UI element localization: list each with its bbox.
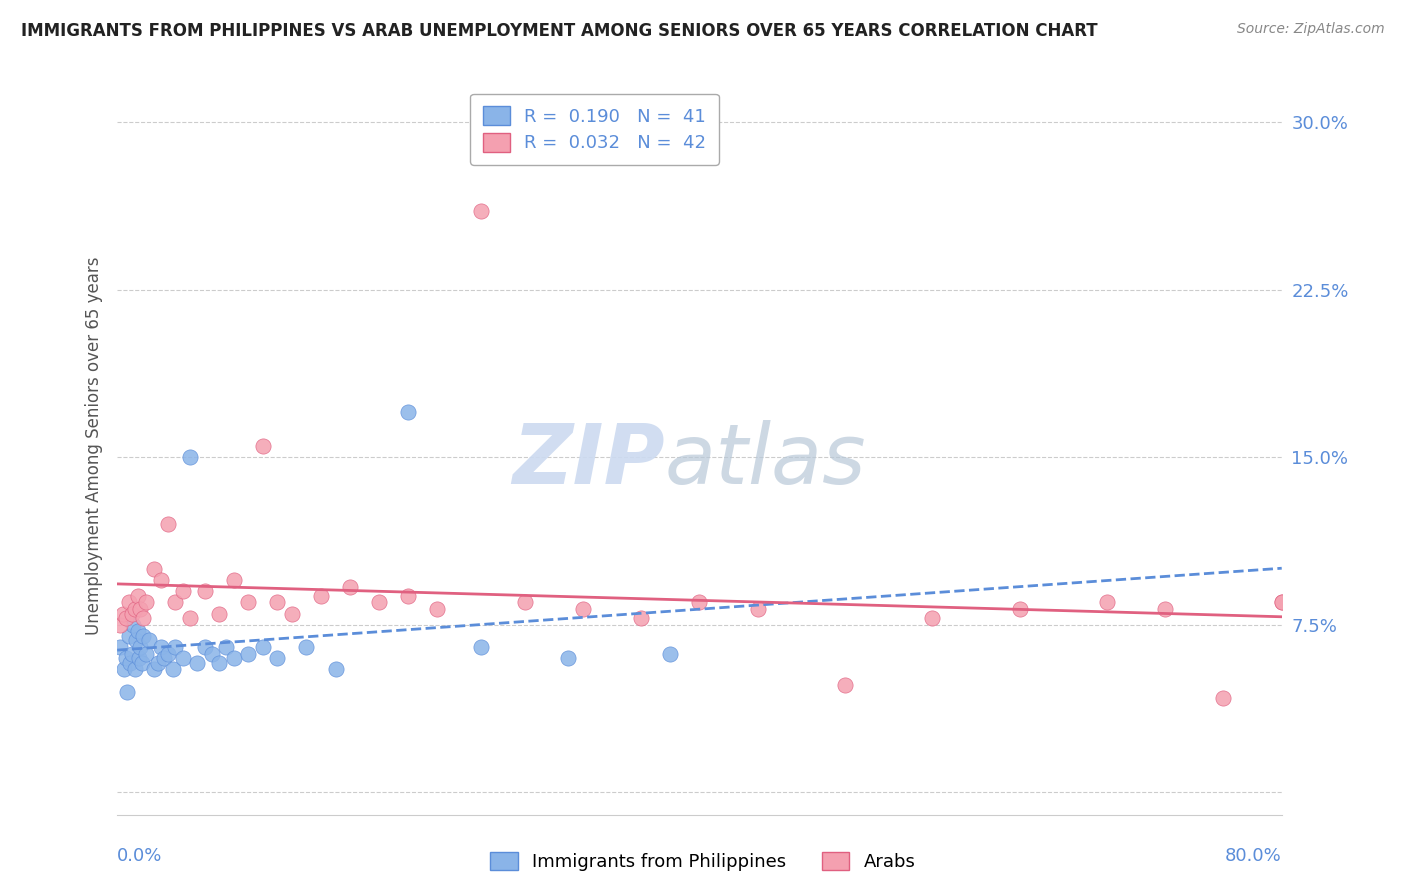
Point xyxy=(128,651,150,665)
Point xyxy=(396,405,419,419)
Point xyxy=(120,656,142,670)
Point xyxy=(1271,595,1294,609)
Point xyxy=(186,656,208,670)
Point xyxy=(131,656,153,670)
Y-axis label: Unemployment Among Seniors over 65 years: Unemployment Among Seniors over 65 years xyxy=(86,257,103,635)
Point xyxy=(122,617,145,632)
Point xyxy=(132,629,155,643)
Point xyxy=(162,662,184,676)
Point xyxy=(127,589,149,603)
Point xyxy=(135,647,157,661)
Point xyxy=(470,640,492,654)
Point xyxy=(1008,602,1031,616)
Point xyxy=(179,450,201,465)
Point xyxy=(152,651,174,665)
Point xyxy=(142,662,165,676)
Point xyxy=(125,633,148,648)
Point xyxy=(557,651,579,665)
Point xyxy=(108,617,131,632)
Point xyxy=(172,584,194,599)
Point xyxy=(222,651,245,665)
Point xyxy=(215,640,238,654)
Point xyxy=(135,595,157,609)
Point xyxy=(222,573,245,587)
Point xyxy=(281,607,304,621)
Point xyxy=(201,647,224,661)
Point xyxy=(747,602,769,616)
Point xyxy=(513,595,536,609)
Point xyxy=(127,624,149,639)
Point xyxy=(146,656,169,670)
Point xyxy=(118,595,141,609)
Point xyxy=(165,640,187,654)
Point xyxy=(129,602,152,616)
Point xyxy=(208,607,231,621)
Point xyxy=(149,573,172,587)
Text: 80.0%: 80.0% xyxy=(1225,847,1282,865)
Point xyxy=(921,611,943,625)
Point xyxy=(172,651,194,665)
Point xyxy=(115,611,138,625)
Point xyxy=(129,640,152,654)
Point xyxy=(117,684,139,698)
Point xyxy=(659,647,682,661)
Point xyxy=(325,662,347,676)
Point xyxy=(149,640,172,654)
Point xyxy=(630,611,652,625)
Point xyxy=(108,640,131,654)
Point xyxy=(179,611,201,625)
Text: atlas: atlas xyxy=(665,420,866,501)
Point xyxy=(124,602,146,616)
Point xyxy=(238,595,260,609)
Point xyxy=(252,439,274,453)
Point xyxy=(138,633,160,648)
Point xyxy=(121,607,143,621)
Point xyxy=(193,584,215,599)
Point xyxy=(114,662,136,676)
Point xyxy=(208,656,231,670)
Point xyxy=(295,640,318,654)
Point xyxy=(142,562,165,576)
Point xyxy=(121,647,143,661)
Point xyxy=(1154,602,1177,616)
Point xyxy=(688,595,710,609)
Point xyxy=(339,580,361,594)
Point xyxy=(368,595,391,609)
Point xyxy=(834,678,856,692)
Point xyxy=(132,611,155,625)
Point xyxy=(266,595,288,609)
Point xyxy=(266,651,288,665)
Point xyxy=(165,595,187,609)
Point xyxy=(157,647,180,661)
Point xyxy=(1095,595,1118,609)
Point xyxy=(115,651,138,665)
Point xyxy=(124,662,146,676)
Point xyxy=(252,640,274,654)
Point xyxy=(309,589,332,603)
Point xyxy=(396,589,419,603)
Text: IMMIGRANTS FROM PHILIPPINES VS ARAB UNEMPLOYMENT AMONG SENIORS OVER 65 YEARS COR: IMMIGRANTS FROM PHILIPPINES VS ARAB UNEM… xyxy=(21,22,1098,40)
Text: Source: ZipAtlas.com: Source: ZipAtlas.com xyxy=(1237,22,1385,37)
Point xyxy=(572,602,595,616)
Point xyxy=(118,629,141,643)
Legend: Immigrants from Philippines, Arabs: Immigrants from Philippines, Arabs xyxy=(484,845,922,879)
Text: 0.0%: 0.0% xyxy=(117,847,163,865)
Point xyxy=(238,647,260,661)
Point xyxy=(1271,595,1294,609)
Legend: R =  0.190   N =  41, R =  0.032   N =  42: R = 0.190 N = 41, R = 0.032 N = 42 xyxy=(470,94,718,165)
Point xyxy=(470,204,492,219)
Point xyxy=(193,640,215,654)
Text: ZIP: ZIP xyxy=(512,420,665,501)
Point xyxy=(1212,691,1234,706)
Point xyxy=(111,607,134,621)
Point xyxy=(426,602,449,616)
Point xyxy=(157,517,180,532)
